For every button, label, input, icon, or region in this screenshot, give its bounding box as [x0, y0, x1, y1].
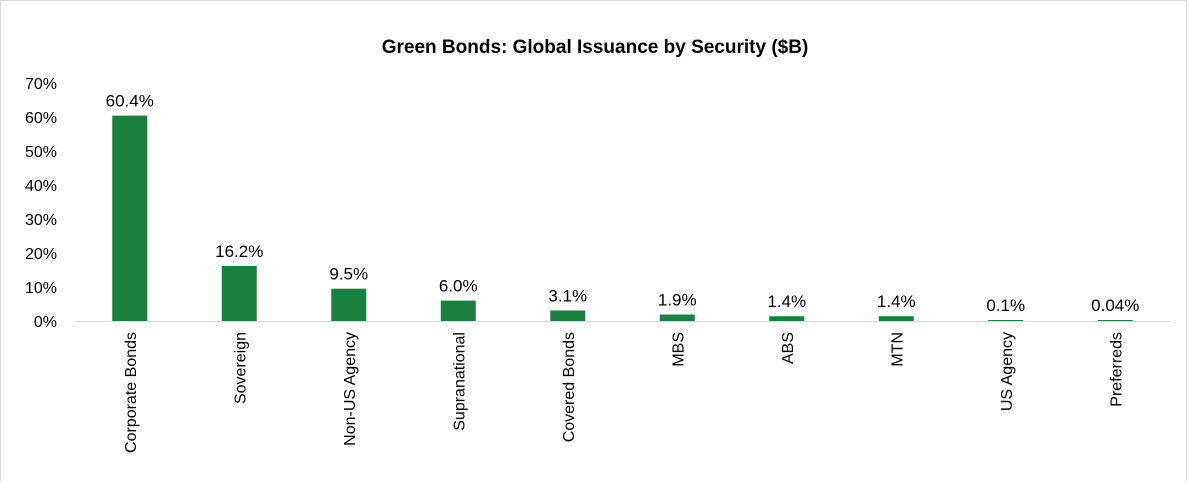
y-tick-label: 10%: [25, 280, 57, 297]
bars: [112, 115, 1133, 321]
x-tick-label: Supranational: [451, 332, 468, 431]
bar: [331, 288, 367, 321]
y-tick-label: 60%: [25, 110, 57, 127]
x-tick-label: Non-US Agency: [342, 332, 359, 446]
bar: [769, 316, 805, 321]
x-tick-label: Sovereign: [232, 332, 249, 404]
data-label: 16.2%: [215, 242, 263, 261]
bar: [1097, 320, 1133, 321]
x-tick-label: ABS: [780, 332, 797, 364]
x-axis: Corporate Bonds Sovereign Non-US Agency Sup…: [123, 332, 1126, 453]
bar: [221, 265, 257, 321]
bar: [112, 115, 148, 321]
bar: [988, 320, 1024, 321]
y-tick-label: 30%: [25, 212, 57, 229]
chart-title: Green Bonds: Global Issuance by Security…: [382, 37, 809, 58]
y-tick-label: 40%: [25, 178, 57, 195]
bar: [659, 314, 695, 321]
y-tick-label: 0%: [34, 314, 57, 331]
data-labels: 60.4% 16.2% 9.5% 6.0% 3.1% 1.9% 1.4% 1.4% 0.1% 0.…: [106, 92, 1140, 315]
data-label: 1.9%: [658, 291, 697, 310]
x-tick-label: Preferreds: [1108, 332, 1125, 407]
bar: [878, 316, 914, 321]
y-tick-label: 70%: [25, 76, 57, 93]
data-label: 60.4%: [106, 92, 154, 111]
data-label: 1.4%: [877, 292, 916, 311]
y-tick-label: 50%: [25, 144, 57, 161]
data-label: 3.1%: [548, 286, 587, 305]
x-tick-label: MTN: [889, 332, 906, 367]
x-tick-label: MBS: [670, 332, 687, 367]
data-label: 0.1%: [986, 296, 1025, 315]
bar: [440, 300, 476, 321]
x-tick-label: Corporate Bonds: [123, 332, 140, 453]
x-tick-label: US Agency: [999, 332, 1016, 411]
bar: [550, 310, 586, 321]
data-label: 1.4%: [767, 292, 806, 311]
y-tick-label: 20%: [25, 246, 57, 263]
x-tick-label: Covered Bonds: [561, 332, 578, 442]
data-label: 6.0%: [439, 277, 478, 296]
data-label: 9.5%: [329, 265, 368, 284]
data-label: 0.04%: [1091, 296, 1139, 315]
y-axis: 0% 10% 20% 30% 40% 50% 60% 70%: [25, 76, 57, 331]
